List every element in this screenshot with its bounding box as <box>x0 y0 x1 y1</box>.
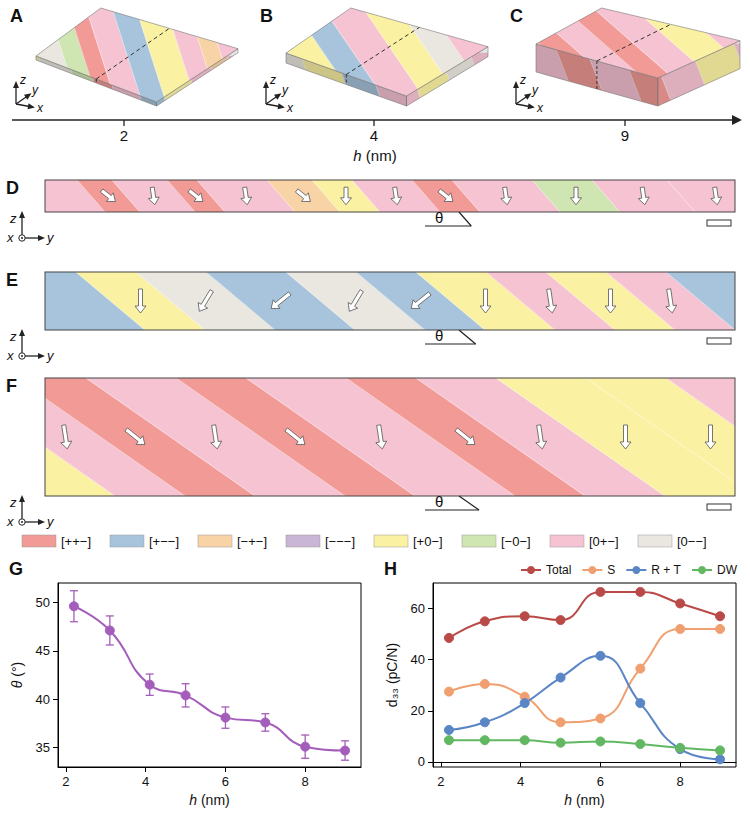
svg-text:6: 6 <box>222 774 229 789</box>
svg-text:R + T: R + T <box>651 563 681 577</box>
svg-text:z: z <box>519 73 526 87</box>
svg-text:x: x <box>36 101 44 115</box>
svg-text:[−+−]: [−+−] <box>237 534 267 549</box>
svg-text:z: z <box>269 73 276 87</box>
svg-text:9: 9 <box>621 127 629 144</box>
svg-text:4: 4 <box>370 127 378 144</box>
svg-text:35: 35 <box>36 740 50 755</box>
svg-text:[−0−]: [−0−] <box>501 534 531 549</box>
svg-text:DW: DW <box>717 563 738 577</box>
svg-text:[−−−]: [−−−] <box>325 534 355 549</box>
svg-text:(nm): (nm) <box>572 792 605 808</box>
svg-text:6: 6 <box>597 774 604 789</box>
svg-text:x: x <box>6 348 14 363</box>
svg-text:x: x <box>6 230 14 245</box>
svg-text:E: E <box>6 270 18 290</box>
svg-text:h: h <box>189 792 198 808</box>
svg-text:[0−−]: [0−−] <box>677 534 707 549</box>
svg-text:z: z <box>19 73 26 87</box>
svg-text:x: x <box>6 514 14 529</box>
svg-text:[0+−]: [0+−] <box>589 534 619 549</box>
svg-text:z: z <box>9 495 17 510</box>
svg-text:20: 20 <box>411 703 425 718</box>
svg-text:60: 60 <box>411 601 425 616</box>
svg-text:4: 4 <box>517 774 524 789</box>
svg-text:B: B <box>260 6 273 26</box>
svg-text:z: z <box>9 211 17 226</box>
svg-text:2: 2 <box>62 774 69 789</box>
svg-text:y: y <box>31 83 39 97</box>
svg-text:x: x <box>536 101 544 115</box>
svg-text:[+0−]: [+0−] <box>413 534 443 549</box>
svg-text:x: x <box>286 101 294 115</box>
svg-text:2: 2 <box>437 774 444 789</box>
svg-text:θ: θ <box>9 680 25 689</box>
svg-text:y: y <box>46 514 55 529</box>
svg-text:θ: θ <box>435 327 443 344</box>
svg-text:H: H <box>384 559 397 579</box>
svg-text:[++−]: [++−] <box>61 534 91 549</box>
svg-text:40: 40 <box>36 692 50 707</box>
svg-text:y: y <box>281 83 289 97</box>
svg-text:8: 8 <box>677 774 684 789</box>
svg-text:45: 45 <box>36 643 50 658</box>
svg-text:S: S <box>607 563 615 577</box>
svg-text:h (nm): h (nm) <box>353 147 396 164</box>
svg-text:y: y <box>46 348 55 363</box>
svg-text:Total: Total <box>546 563 571 577</box>
svg-text:8: 8 <box>302 774 309 789</box>
svg-text:4: 4 <box>142 774 149 789</box>
svg-text:C: C <box>510 6 523 26</box>
svg-text:40: 40 <box>411 652 425 667</box>
svg-text:D: D <box>6 178 19 198</box>
svg-text:0: 0 <box>418 754 425 769</box>
svg-text:(°): (°) <box>9 662 25 681</box>
svg-text:G: G <box>9 559 23 579</box>
svg-text:θ: θ <box>435 209 443 226</box>
svg-text:y: y <box>46 230 55 245</box>
svg-text:h: h <box>564 792 573 808</box>
svg-text:50: 50 <box>36 595 50 610</box>
svg-text:d₃₃ (pC/N): d₃₃ (pC/N) <box>384 643 400 707</box>
svg-text:[+−−]: [+−−] <box>149 534 179 549</box>
svg-text:2: 2 <box>120 127 128 144</box>
svg-text:θ: θ <box>435 493 443 510</box>
svg-text:A: A <box>10 6 23 26</box>
svg-text:z: z <box>9 329 17 344</box>
svg-text:(nm): (nm) <box>197 792 230 808</box>
svg-text:y: y <box>531 83 539 97</box>
svg-text:F: F <box>6 376 17 396</box>
